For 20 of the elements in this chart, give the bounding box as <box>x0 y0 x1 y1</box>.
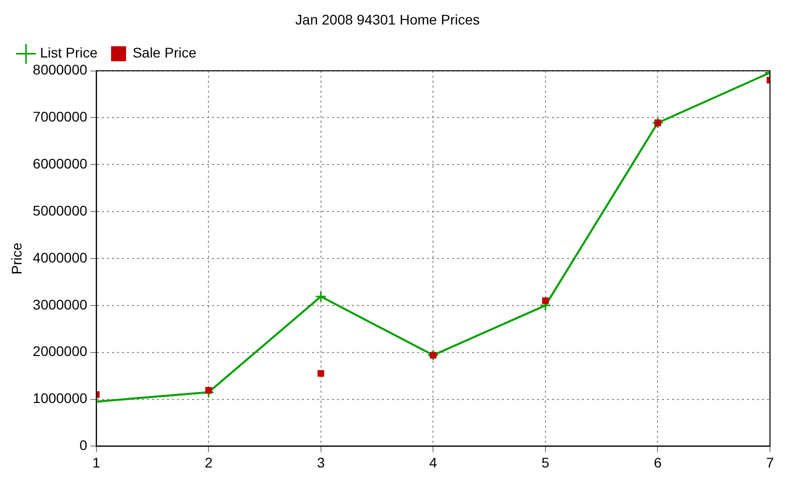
x-tick-label: 1 <box>92 454 100 470</box>
y-tick-label: 3000000 <box>32 296 88 312</box>
x-tick-label: 5 <box>542 454 550 470</box>
x-tick-label: 2 <box>204 454 213 470</box>
y-tick-label: 5000000 <box>32 202 88 218</box>
y-tick-label: 4000000 <box>32 249 88 266</box>
legend-label: List Price <box>40 44 98 61</box>
y-axis-title: Price <box>8 242 24 274</box>
x-tick-label: 4 <box>429 454 438 470</box>
legend-label: Sale Price <box>132 44 197 61</box>
y-tick-label: 7000000 <box>32 108 88 125</box>
x-tick-label: 7 <box>766 454 774 470</box>
y-tick-label: 1000000 <box>32 390 88 406</box>
x-tick-label: 6 <box>654 454 662 470</box>
y-tick-label: 6000000 <box>32 156 88 172</box>
y-tick-label: 8000000 <box>32 62 88 78</box>
x-tick-label: 3 <box>316 454 325 470</box>
chart-title: Jan 2008 94301 Home Prices <box>295 11 480 28</box>
y-tick-label: 2000000 <box>32 343 88 360</box>
y-tick-label: 0 <box>80 437 88 454</box>
